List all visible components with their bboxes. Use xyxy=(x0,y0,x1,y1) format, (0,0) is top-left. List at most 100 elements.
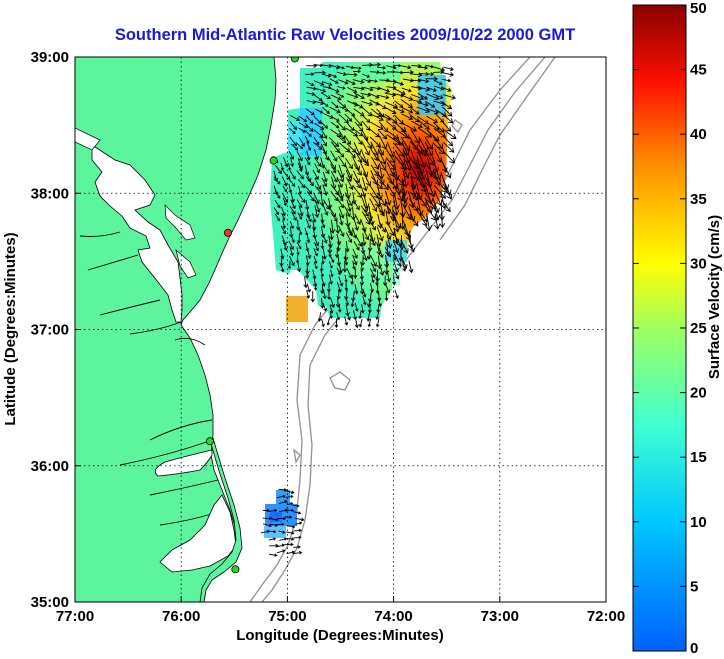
velocity-arrow xyxy=(346,93,359,99)
velocity-arrow xyxy=(371,156,380,170)
velocity-arrow xyxy=(345,232,353,244)
velocity-arrow xyxy=(298,115,308,122)
velocity-arrow xyxy=(321,101,329,107)
velocity-arrow xyxy=(262,516,273,521)
velocity-arrow xyxy=(354,92,365,100)
velocity-arrow xyxy=(288,150,295,160)
velocity-arrow xyxy=(408,163,420,181)
velocity-arrow xyxy=(330,94,342,101)
velocity-arrow xyxy=(440,191,447,210)
velocity-arrow xyxy=(298,122,309,129)
velocity-arrow xyxy=(280,225,287,235)
velocity-arrow xyxy=(280,248,285,260)
velocity-arrow xyxy=(411,94,425,101)
velocity-arrow xyxy=(394,289,399,299)
velocity-arrow xyxy=(402,155,412,171)
velocity-arrow xyxy=(289,220,294,230)
velocity-arrow xyxy=(275,164,282,175)
velocity-arrow xyxy=(384,247,392,258)
velocity-arrow xyxy=(353,108,365,117)
velocity-arrow xyxy=(360,261,365,272)
velocity-arrow xyxy=(386,65,397,70)
velocity-arrow xyxy=(432,135,444,150)
x-tick-label: 75:00 xyxy=(268,608,306,625)
velocity-arrow xyxy=(358,310,362,320)
velocity-arrow xyxy=(338,206,345,219)
velocity-arrow xyxy=(338,164,345,179)
velocity-arrow xyxy=(378,121,389,133)
velocity-arrow xyxy=(354,284,359,295)
velocity-arrow xyxy=(416,197,424,217)
velocity-arrow xyxy=(321,177,328,188)
velocity-arrow xyxy=(434,213,441,230)
velocity-arrow xyxy=(293,528,303,533)
velocity-arrow xyxy=(394,218,400,233)
velocity-arrow xyxy=(352,79,365,84)
velocity-arrow xyxy=(330,297,335,309)
velocity-arrow xyxy=(384,283,391,294)
velocity-arrow xyxy=(314,63,324,68)
velocity-arrow xyxy=(409,106,420,115)
velocity-arrow xyxy=(368,219,376,231)
y-tick-label: 37:00 xyxy=(31,322,69,339)
velocity-arrow xyxy=(424,100,436,108)
velocity-arrow xyxy=(352,69,361,73)
velocity-arrow xyxy=(370,113,384,122)
velocity-arrow xyxy=(268,537,277,541)
velocity-arrow xyxy=(417,78,430,84)
velocity-arrow xyxy=(393,106,405,114)
velocity-arrow xyxy=(346,177,354,191)
y-tick-label: 38:00 xyxy=(31,185,69,202)
velocity-arrow xyxy=(314,178,322,191)
velocity-arrow xyxy=(296,199,303,209)
velocity-arrow xyxy=(276,494,286,499)
velocity-arrow xyxy=(352,260,356,270)
velocity-arrow xyxy=(273,176,281,185)
velocity-arrow xyxy=(424,197,433,214)
velocity-arrow xyxy=(285,490,295,495)
velocity-arrow xyxy=(331,171,338,183)
velocity-arrow xyxy=(433,122,445,133)
velocity-arrow xyxy=(432,169,441,187)
velocity-arrow xyxy=(393,142,405,157)
velocity-arrow xyxy=(345,157,353,170)
velocity-arrow xyxy=(336,191,344,202)
velocity-arrow xyxy=(288,127,296,135)
velocity-arrow xyxy=(289,205,296,215)
velocity-arrow xyxy=(330,121,340,129)
velocity-arrow xyxy=(336,148,345,158)
y-tick-label: 39:00 xyxy=(31,49,69,66)
velocity-arrow xyxy=(369,283,374,293)
velocity-arrow xyxy=(306,283,311,293)
velocity-arrow xyxy=(288,240,294,251)
velocity-arrow xyxy=(329,78,339,84)
velocity-arrow xyxy=(320,239,325,250)
velocity-arrow xyxy=(322,204,329,216)
velocity-arrow xyxy=(276,543,286,548)
velocity-arrow xyxy=(314,282,318,291)
velocity-arrow xyxy=(370,176,383,190)
velocity-arrow xyxy=(354,150,363,164)
velocity-arrow xyxy=(273,207,279,216)
velocity-arrow xyxy=(443,142,455,153)
velocity-arrow xyxy=(353,177,361,189)
velocity-arrow xyxy=(384,291,389,302)
velocity-arrow xyxy=(313,248,318,257)
velocity-arrow xyxy=(329,255,335,263)
velocity-arrow xyxy=(361,107,373,117)
radar-station-marker xyxy=(223,228,232,237)
velocity-arrow xyxy=(288,255,295,267)
velocity-arrow xyxy=(337,198,344,209)
velocity-arrow xyxy=(296,241,302,250)
velocity-arrow xyxy=(344,113,353,122)
velocity-arrow xyxy=(384,261,390,276)
velocity-arrow xyxy=(440,199,451,213)
velocity-arrow xyxy=(298,205,304,217)
velocity-arrow xyxy=(417,102,429,107)
velocity-arrow xyxy=(337,100,347,109)
velocity-arrow xyxy=(417,170,426,188)
velocity-arrow xyxy=(369,185,379,199)
colorbar-tick-label: 50 xyxy=(690,0,707,17)
velocity-arrow xyxy=(303,276,308,289)
velocity-arrow xyxy=(344,205,351,218)
